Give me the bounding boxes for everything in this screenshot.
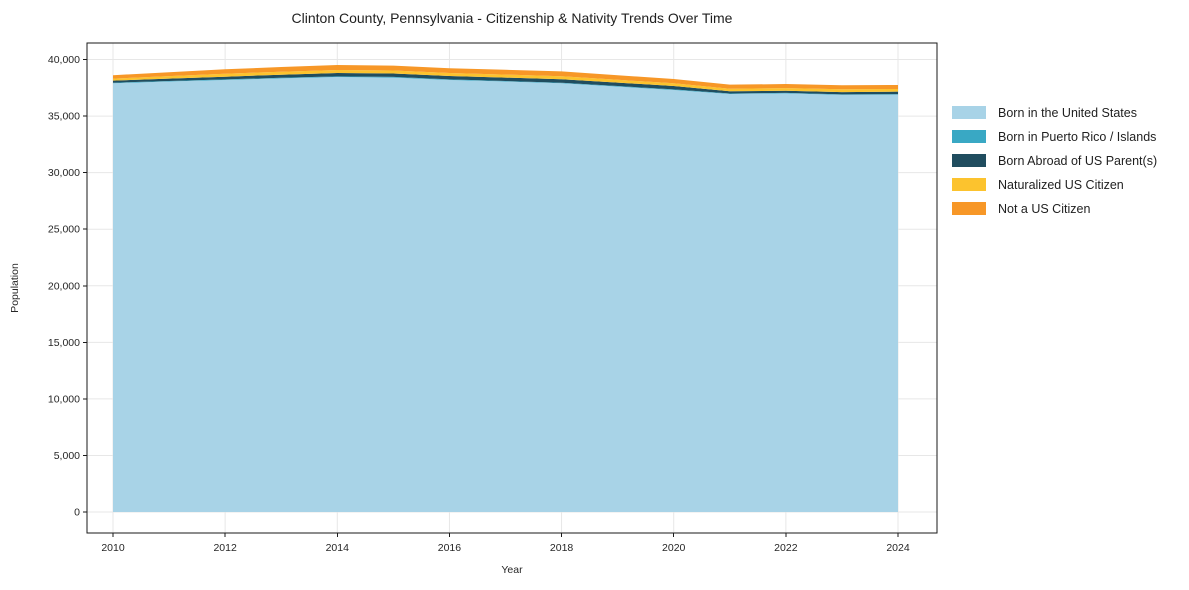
legend-swatch xyxy=(952,154,986,167)
x-tick-label: 2024 xyxy=(886,542,910,554)
legend-item-born-in-puerto-rico-islands: Born in Puerto Rico / Islands xyxy=(952,129,1157,144)
chart-title: Clinton County, Pennsylvania - Citizensh… xyxy=(291,10,733,26)
legend-swatch xyxy=(952,202,986,215)
legend-swatch xyxy=(952,106,986,119)
legend-swatch xyxy=(952,178,986,191)
area-naturalized-us-citizen xyxy=(113,69,898,93)
y-tick-label: 40,000 xyxy=(48,54,80,66)
x-tick-label: 2018 xyxy=(550,542,574,554)
y-tick-label: 0 xyxy=(74,507,80,519)
x-tick-label: 2010 xyxy=(101,542,125,554)
legend-item-born-abroad-of-us-parent-s: Born Abroad of US Parent(s) xyxy=(952,153,1158,168)
legend-label: Born in the United States xyxy=(998,105,1137,120)
legend-label: Naturalized US Citizen xyxy=(998,177,1124,192)
y-axis-label: Population xyxy=(9,263,21,313)
x-axis-label: Year xyxy=(501,564,523,576)
y-tick-label: 20,000 xyxy=(48,280,80,292)
legend-swatch xyxy=(952,130,986,143)
legend-item-not-a-us-citizen: Not a US Citizen xyxy=(952,201,1157,216)
area-not-a-us-citizen xyxy=(113,64,898,90)
legend-label: Not a US Citizen xyxy=(998,201,1091,216)
plot-frame xyxy=(86,42,938,534)
legend-label: Born in Puerto Rico / Islands xyxy=(998,129,1157,144)
legend-label: Born Abroad of US Parent(s) xyxy=(998,153,1158,168)
y-tick-label: 5,000 xyxy=(54,450,80,462)
y-tick-label: 25,000 xyxy=(48,224,80,236)
legend-item-born-in-the-united-states: Born in the United States xyxy=(952,105,1157,120)
x-tick-label: 2014 xyxy=(326,542,350,554)
x-tick-label: 2022 xyxy=(774,542,798,554)
x-tick-label: 2020 xyxy=(662,542,686,554)
x-tick-label: 2012 xyxy=(213,542,237,554)
area-born-in-the-united-states xyxy=(113,77,898,512)
x-tick-label: 2016 xyxy=(438,542,462,554)
y-tick-label: 30,000 xyxy=(48,167,80,179)
y-tick-label: 10,000 xyxy=(48,393,80,405)
y-tick-label: 35,000 xyxy=(48,111,80,123)
legend-item-naturalized-us-citizen: Naturalized US Citizen xyxy=(952,177,1157,192)
area-born-abroad-of-us-parent-s xyxy=(113,72,898,95)
legend: Born in the United States Born in Puerto … xyxy=(952,105,1158,216)
y-tick-label: 15,000 xyxy=(48,337,80,349)
